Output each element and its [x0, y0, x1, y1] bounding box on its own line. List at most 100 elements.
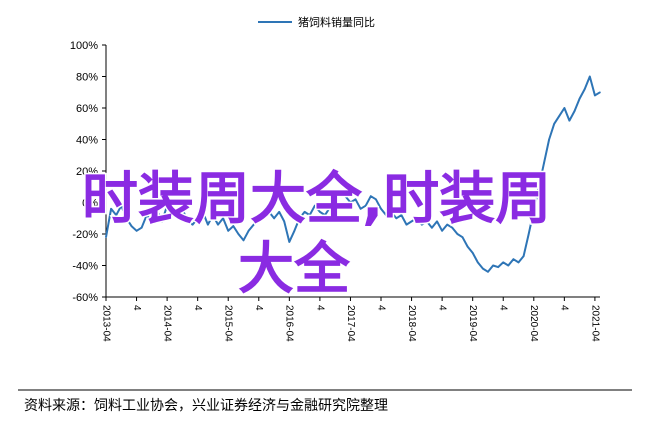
data-point	[212, 214, 214, 216]
x-tick-label: 4	[192, 305, 203, 311]
data-point	[319, 211, 321, 213]
data-point	[171, 214, 173, 216]
data-point	[563, 107, 566, 109]
data-point	[446, 223, 449, 226]
x-tick-label: 2015-04	[223, 305, 234, 342]
data-point	[324, 214, 326, 216]
data-point	[207, 223, 209, 226]
data-point	[151, 220, 153, 223]
data-point	[517, 261, 520, 264]
data-point	[196, 217, 199, 220]
y-tick-label: 0%	[82, 198, 98, 210]
data-point	[492, 264, 494, 267]
data-point	[543, 162, 545, 164]
data-point	[140, 226, 143, 229]
data-point	[385, 214, 387, 216]
overlay-watermark-line1: 时装周大全,时装周	[82, 167, 551, 232]
data-point	[471, 252, 474, 254]
data-point	[263, 214, 265, 216]
data-point	[288, 241, 291, 243]
data-point	[191, 223, 194, 226]
x-tick-label: 2014-04	[161, 305, 172, 342]
data-point	[583, 88, 586, 90]
series-line	[105, 75, 601, 273]
data-point	[456, 233, 459, 235]
data-point	[334, 198, 337, 201]
data-point	[421, 223, 423, 226]
data-point	[344, 195, 347, 197]
data-point	[120, 204, 123, 207]
y-axis: -60% -40% -20% 0% 20% 40% 60% 80% 100%	[70, 40, 107, 304]
data-point	[303, 211, 306, 213]
data-point	[252, 223, 255, 226]
data-point	[599, 91, 601, 94]
data-point	[497, 266, 499, 268]
data-point	[217, 223, 219, 226]
data-point	[181, 208, 184, 210]
data-point	[502, 261, 505, 264]
data-point	[594, 94, 596, 97]
data-point	[461, 236, 464, 238]
data-point	[359, 208, 362, 210]
x-tick-label: 2020-04	[528, 305, 539, 342]
x-tick-label: 4	[253, 305, 264, 311]
data-point	[135, 230, 138, 232]
data-point	[222, 217, 224, 220]
data-point	[538, 186, 540, 188]
data-point	[568, 119, 571, 122]
x-tick-label: 4	[375, 305, 386, 311]
data-point	[349, 201, 352, 204]
y-tick-label: 60%	[76, 103, 98, 115]
data-point	[339, 192, 342, 194]
source-note: 资料来源：饲料工业协会，兴业证券经济与金融研究院整理	[24, 398, 388, 414]
data-point	[258, 220, 260, 223]
data-point	[298, 217, 301, 220]
data-point	[166, 204, 168, 207]
x-tick-label: 2016-04	[284, 305, 295, 342]
data-point	[364, 204, 367, 207]
chart-legend: 猪饲料销量同比	[258, 15, 375, 29]
data-point	[477, 261, 479, 264]
data-point	[130, 225, 133, 227]
data-point	[451, 226, 454, 229]
data-point	[308, 214, 311, 216]
x-tick-label: 4	[559, 305, 570, 311]
data-point	[431, 226, 433, 229]
data-point	[512, 258, 515, 261]
y-tick-label: 20%	[76, 166, 98, 178]
data-point	[441, 230, 443, 232]
data-point	[573, 110, 576, 112]
data-point	[237, 233, 240, 235]
data-point	[283, 220, 286, 223]
data-point	[293, 230, 296, 232]
data-point	[548, 138, 550, 141]
data-point	[522, 255, 525, 257]
overlay-watermark-line2: 大全	[238, 237, 351, 302]
x-tick-label: 2019-04	[467, 305, 478, 342]
y-tick-label: 80%	[76, 72, 98, 84]
data-point	[375, 198, 377, 201]
data-point	[415, 217, 418, 220]
data-point	[370, 195, 372, 197]
data-point	[380, 208, 382, 210]
legend-label: 猪饲料销量同比	[298, 15, 375, 29]
x-tick-label: 2017-04	[345, 305, 356, 342]
data-point	[329, 206, 331, 208]
data-point	[161, 220, 163, 223]
data-point	[156, 209, 158, 212]
data-point	[390, 211, 393, 213]
data-point	[507, 264, 510, 267]
data-point	[278, 211, 281, 213]
x-tick-label: 4	[131, 305, 142, 311]
y-tick-label: -40%	[72, 261, 98, 273]
x-tick-label: 2018-04	[406, 305, 417, 342]
y-tick-label: 100%	[70, 40, 98, 52]
y-tick-label: 40%	[76, 135, 98, 147]
data-point	[400, 214, 403, 216]
data-point	[186, 220, 189, 223]
data-point	[110, 208, 112, 210]
data-point	[314, 204, 316, 207]
data-point	[202, 211, 204, 213]
data-point	[145, 214, 148, 216]
data-point	[436, 220, 438, 223]
